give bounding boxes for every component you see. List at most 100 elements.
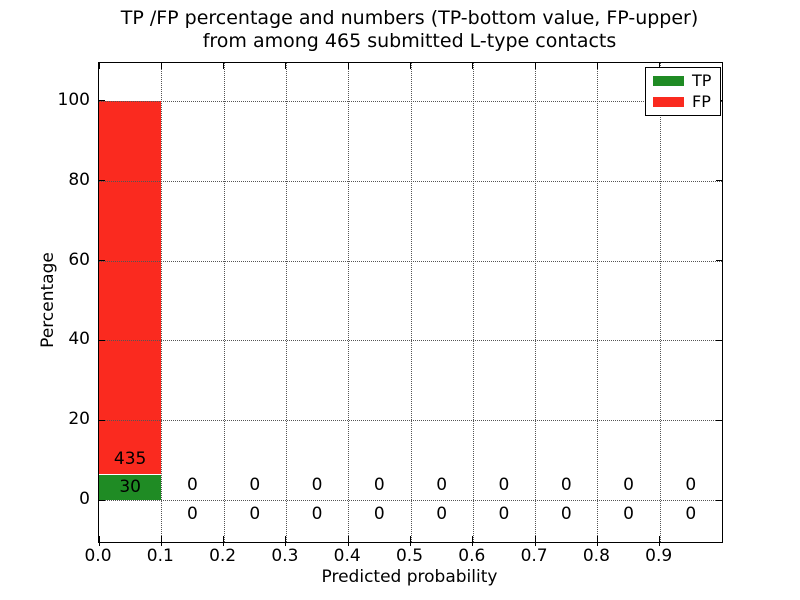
tp-bar-segment — [99, 474, 162, 501]
tp-legend-label: TP — [692, 71, 712, 90]
x-tick-label: 0.0 — [84, 546, 112, 566]
tp-count-label: 0 — [623, 504, 634, 525]
x-tick-mark — [410, 63, 411, 69]
fp-legend-swatch — [653, 97, 684, 107]
y-gridline — [99, 340, 722, 342]
x-gridline — [597, 63, 599, 542]
fp-count-label: 0 — [436, 474, 448, 495]
x-tick-mark — [285, 542, 287, 546]
tp-count-label: 0 — [249, 504, 261, 525]
x-axis-label: Predicted probability — [321, 567, 498, 587]
chart-title: TP /FP percentage and numbers (TP-bottom… — [98, 7, 721, 53]
legend: TP FP — [645, 67, 722, 116]
chart-title-line1: TP /FP percentage and numbers (TP-bottom… — [120, 7, 699, 29]
x-gridline — [161, 63, 163, 542]
y-tick-label: 20 — [68, 409, 90, 430]
y-tick-mark — [716, 180, 722, 182]
y-gridline — [99, 500, 722, 502]
fp-count-label: 0 — [623, 474, 634, 495]
y-tick-mark — [99, 260, 105, 262]
x-tick-mark — [472, 63, 474, 69]
tp-count-label: 30 — [119, 477, 141, 498]
x-tick-label: 0.2 — [209, 546, 237, 566]
tp-count-label: 0 — [498, 504, 510, 525]
legend-item-tp: TP — [653, 73, 711, 89]
x-tick-label: 0.3 — [271, 546, 299, 566]
x-tick-mark — [410, 536, 411, 542]
y-tick-label: 80 — [68, 169, 90, 190]
x-tick-mark — [659, 63, 661, 69]
x-tick-mark — [659, 542, 661, 546]
x-gridline — [472, 63, 474, 542]
fp-count-label: 0 — [498, 474, 510, 495]
x-tick-mark — [596, 536, 598, 542]
x-tick-mark — [410, 542, 411, 546]
x-tick-mark — [534, 63, 536, 69]
fp-count-label: 0 — [685, 474, 697, 495]
x-gridline — [285, 63, 287, 542]
y-tick-label: 40 — [68, 329, 90, 350]
fp-count-label: 435 — [113, 449, 147, 470]
fp-count-label: 0 — [311, 474, 323, 495]
y-tick-mark — [99, 419, 105, 421]
x-tick-label: 0.8 — [582, 546, 610, 566]
x-tick-label: 0.9 — [645, 546, 673, 566]
fp-count-label: 0 — [560, 474, 572, 495]
x-tick-mark — [98, 536, 100, 542]
x-tick-mark — [285, 536, 287, 542]
tp-count-label: 0 — [373, 504, 385, 525]
y-tick-mark — [99, 100, 105, 102]
tp-legend-swatch — [653, 76, 684, 86]
x-gridline — [410, 63, 412, 542]
fp-count-label: 0 — [187, 474, 198, 495]
y-tick-label: 60 — [68, 249, 90, 270]
x-gridline — [659, 63, 661, 542]
tp-count-label: 0 — [560, 504, 572, 525]
x-tick-mark — [223, 542, 225, 546]
x-tick-mark — [223, 536, 225, 542]
y-tick-mark — [716, 260, 722, 262]
x-tick-label: 0.6 — [458, 546, 486, 566]
fp-count-label: 0 — [373, 474, 385, 495]
x-tick-label: 0.7 — [520, 546, 548, 566]
y-gridline — [99, 100, 722, 102]
x-gridline — [223, 63, 225, 542]
tp-count-label: 0 — [187, 504, 198, 525]
x-tick-mark — [347, 63, 349, 69]
fp-bar-segment — [99, 100, 162, 476]
tp-count-label: 0 — [436, 504, 448, 525]
x-tick-label: 0.5 — [395, 546, 424, 566]
x-tick-mark — [160, 63, 162, 69]
x-tick-mark — [98, 542, 100, 546]
x-gridline — [535, 63, 537, 542]
y-tick-label: 0 — [79, 489, 90, 510]
y-tick-mark — [99, 339, 105, 341]
legend-item-fp: FP — [653, 94, 711, 110]
y-gridline — [99, 180, 722, 182]
y-gridline — [99, 260, 722, 262]
plot-area: 435 30 0 0 0 0 0 0 0 0 0 0 0 0 0 0 0 0 0 0 TP FP — [98, 62, 723, 546]
y-tick-mark — [716, 339, 722, 341]
x-tick-mark — [472, 536, 474, 542]
fp-count-label: 0 — [249, 474, 261, 495]
x-tick-mark — [596, 542, 598, 546]
x-tick-label: 0.4 — [333, 546, 361, 566]
x-tick-mark — [347, 536, 349, 542]
y-tick-mark — [99, 499, 105, 501]
y-tick-mark — [716, 499, 722, 501]
x-tick-mark — [160, 536, 162, 542]
x-tick-mark — [659, 536, 661, 542]
x-tick-mark — [596, 63, 598, 69]
x-tick-mark — [223, 63, 225, 69]
y-tick-mark — [716, 419, 722, 421]
x-tick-mark — [285, 63, 287, 69]
x-tick-mark — [98, 63, 100, 69]
x-tick-mark — [534, 542, 536, 546]
chart-title-line2: from among 465 submitted L-type contacts — [202, 30, 617, 52]
y-tick-label: 100 — [57, 89, 90, 110]
x-tick-mark — [347, 542, 349, 546]
fp-legend-label: FP — [692, 92, 711, 111]
x-tick-mark — [534, 536, 536, 542]
y-gridline — [99, 420, 722, 422]
